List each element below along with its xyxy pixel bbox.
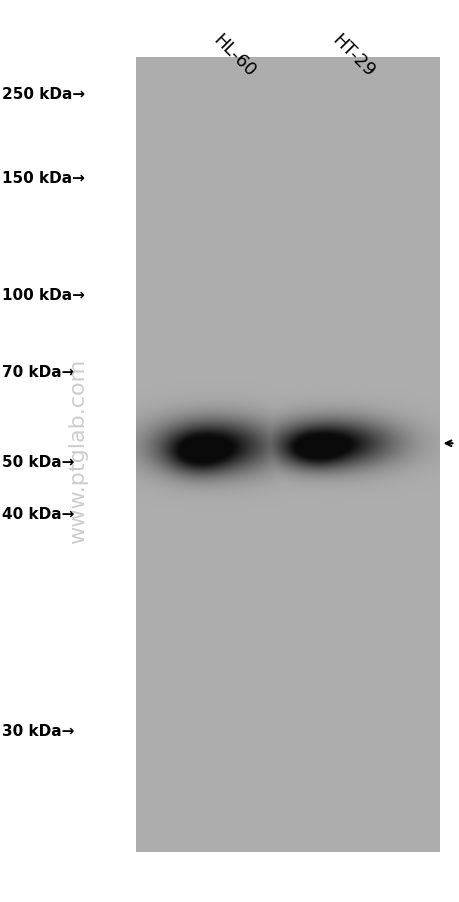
Text: 40 kDa→: 40 kDa→ — [2, 507, 74, 521]
Text: 150 kDa→: 150 kDa→ — [2, 171, 85, 186]
Text: HL-60: HL-60 — [209, 31, 258, 80]
Text: 70 kDa→: 70 kDa→ — [2, 364, 74, 379]
Text: 100 kDa→: 100 kDa→ — [2, 288, 85, 302]
Text: HT-29: HT-29 — [328, 31, 378, 80]
Text: www.ptglab.com: www.ptglab.com — [68, 358, 88, 544]
Text: 30 kDa→: 30 kDa→ — [2, 723, 74, 738]
Text: 50 kDa→: 50 kDa→ — [2, 455, 74, 469]
Text: 250 kDa→: 250 kDa→ — [2, 87, 85, 102]
